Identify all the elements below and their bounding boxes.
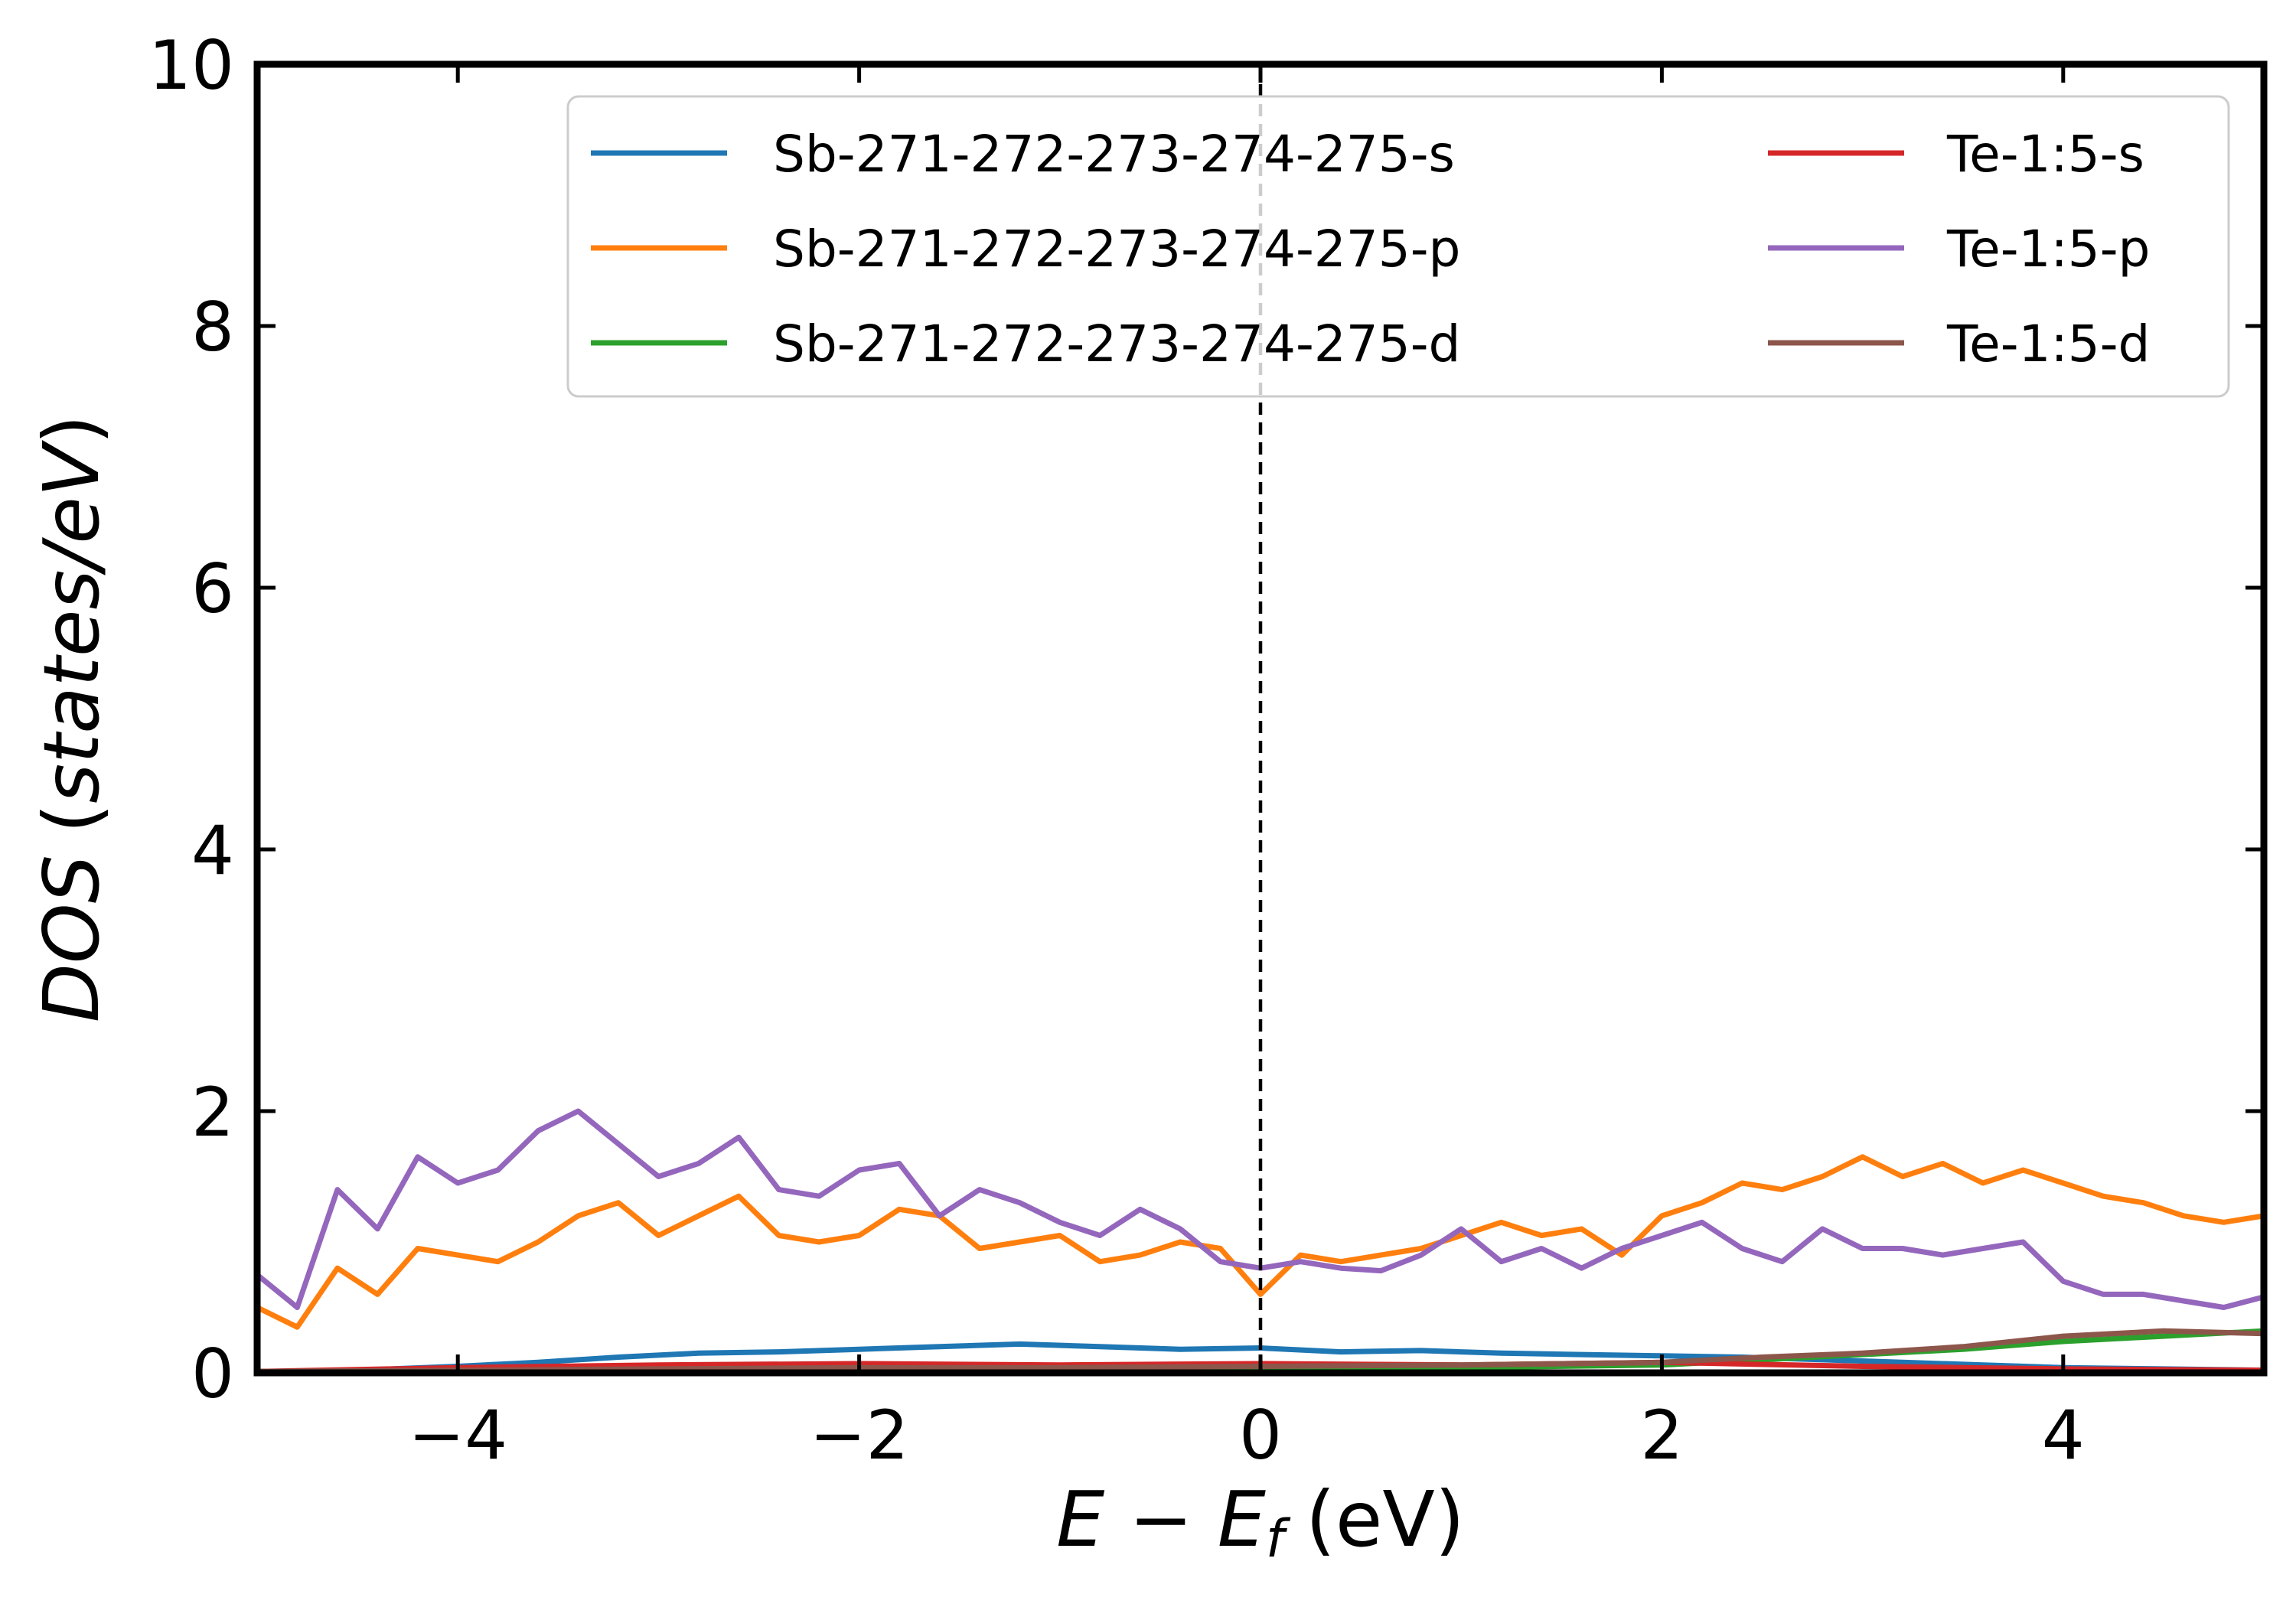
y-tick-label: 8 [191, 288, 234, 367]
series-line-1 [257, 1154, 2264, 1330]
x-axis-label-sub: f [1266, 1509, 1291, 1570]
x-tick-label: 4 [2042, 1396, 2085, 1475]
y-tick-label: 10 [148, 26, 234, 105]
x-tick-label: 0 [1239, 1396, 1282, 1475]
x-tick-label: 2 [1640, 1396, 1683, 1475]
x-axis-ticks: −4 −2 0 2 4 [408, 64, 2085, 1475]
y-axis-label-unit: states/eV [27, 439, 116, 804]
y-axis-label-open: ( [27, 804, 116, 833]
legend-entry: Te-1:5-s [1946, 125, 2144, 184]
y-tick-label: 6 [191, 549, 234, 628]
legend-entry: Sb-271-272-273-274-275-d [773, 315, 1460, 373]
legend-box [566, 95, 2230, 398]
legend: Sb-271-272-273-274-275-s Sb-271-272-273-2… [566, 95, 2230, 398]
legend-entry: Sb-271-272-273-274-275-s [773, 125, 1455, 184]
y-tick-label: 2 [191, 1073, 234, 1152]
x-axis-label: E − Ef (eV) [1056, 1475, 1465, 1570]
x-tick-label: −2 [810, 1396, 909, 1475]
legend-entry: Te-1:5-d [1946, 315, 2150, 373]
y-axis-label-close: ) [27, 415, 116, 445]
x-tick-label: −4 [408, 1396, 507, 1475]
y-axis-label: DOS (states/eV) [27, 415, 116, 1022]
legend-entry: Sb-271-272-273-274-275-p [773, 220, 1460, 279]
y-axis-ticks: 0 2 4 6 8 10 [148, 26, 2264, 1413]
series-line-5 [257, 1328, 2264, 1373]
x-axis-label-var: E − E [1056, 1475, 1266, 1564]
y-tick-label: 4 [191, 811, 234, 890]
y-tick-label: 0 [191, 1335, 234, 1413]
x-axis-label-unit: (eV) [1306, 1475, 1465, 1564]
y-axis-label-var: DOS [27, 855, 116, 1022]
legend-entry: Te-1:5-p [1946, 220, 2150, 279]
